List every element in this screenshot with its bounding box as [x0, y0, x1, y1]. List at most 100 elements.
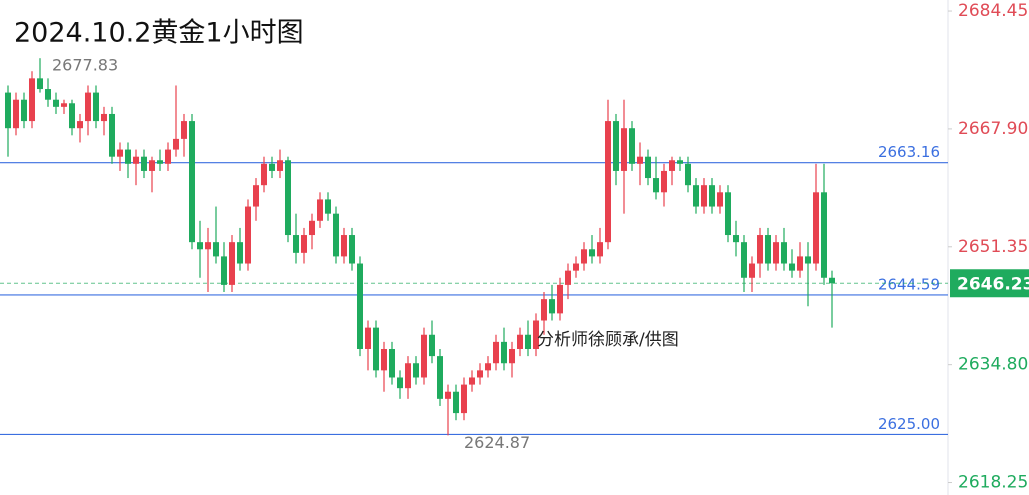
- candle-body: [157, 160, 163, 164]
- candle-body: [21, 99, 27, 122]
- candle-body: [45, 89, 51, 100]
- candle-body: [237, 242, 243, 264]
- candle-body: [173, 138, 179, 150]
- candle-body: [125, 149, 131, 164]
- candle-body: [541, 299, 547, 321]
- candle-body: [253, 185, 259, 207]
- candle-body: [285, 160, 291, 236]
- candle-body: [637, 156, 643, 164]
- candle-body: [277, 160, 283, 171]
- candle-body: [365, 327, 371, 349]
- candle-body: [101, 113, 107, 122]
- candle-body: [797, 256, 803, 271]
- candle-body: [525, 334, 531, 349]
- candle-body: [733, 235, 739, 243]
- y-tick-label: 2634.80: [958, 355, 1028, 375]
- candle-body: [413, 363, 419, 378]
- candle-body: [485, 363, 491, 371]
- candle-body: [325, 199, 331, 214]
- level-label: 2663.16: [878, 143, 940, 161]
- candle-body: [661, 170, 667, 193]
- candle-body: [349, 235, 355, 264]
- candle-body: [717, 192, 723, 207]
- candle-body: [53, 99, 59, 107]
- candle-body: [477, 370, 483, 378]
- candle-body: [269, 163, 275, 171]
- candle-body: [573, 263, 579, 271]
- candle-body: [453, 391, 459, 414]
- candle-body: [789, 263, 795, 271]
- y-tick-label: 2618.25: [958, 473, 1028, 493]
- candle-body: [461, 384, 467, 414]
- candle-body: [557, 284, 563, 314]
- candle-body: [333, 213, 339, 257]
- candle-body: [685, 163, 691, 186]
- candle-body: [165, 149, 171, 164]
- candle-body: [61, 103, 67, 107]
- candle-body: [757, 235, 763, 264]
- candle-body: [69, 103, 75, 129]
- candle-body: [133, 156, 139, 164]
- candle-body: [293, 235, 299, 253]
- y-tick-label: 2667.90: [958, 119, 1028, 139]
- candle-body: [581, 249, 587, 264]
- level-label: 2625.00: [878, 415, 940, 433]
- candle-body: [301, 235, 307, 253]
- candle-body: [645, 156, 651, 179]
- candle-body: [605, 121, 611, 243]
- candle-body: [693, 185, 699, 207]
- candle-body: [37, 78, 43, 90]
- candle-body: [773, 242, 779, 264]
- candle-body: [405, 363, 411, 389]
- candle-body: [429, 334, 435, 357]
- candle-body: [677, 160, 683, 164]
- candle-body: [181, 121, 187, 139]
- candle-body: [493, 341, 499, 364]
- candle-body: [229, 242, 235, 285]
- current-price-label: 2646.23: [957, 274, 1029, 294]
- candle-body: [205, 242, 211, 250]
- candle-body: [85, 92, 91, 122]
- candle-body: [749, 263, 755, 278]
- candle-body: [469, 377, 475, 385]
- candle-body: [29, 78, 35, 122]
- candle-body: [805, 256, 811, 264]
- candle-body: [709, 185, 715, 207]
- candle-body: [781, 242, 787, 264]
- chart-title: 2024.10.2黄金1小时图: [14, 18, 304, 49]
- candle-body: [741, 242, 747, 278]
- low-label: 2624.87: [464, 433, 530, 452]
- candle-body: [309, 220, 315, 236]
- candle-body: [509, 348, 515, 364]
- candle-body: [5, 92, 11, 129]
- candle-body: [829, 277, 835, 284]
- candle-body: [397, 377, 403, 389]
- candle-body: [565, 270, 571, 285]
- candle-body: [589, 249, 595, 257]
- candle-body: [213, 242, 219, 257]
- candle-body: [613, 121, 619, 171]
- candle-body: [765, 235, 771, 264]
- candle-body: [189, 121, 195, 243]
- candle-body: [421, 334, 427, 378]
- candle-body: [141, 156, 147, 171]
- candle-body: [821, 192, 827, 278]
- candle-body: [13, 99, 19, 129]
- high-label: 2677.83: [52, 56, 118, 75]
- candle-body: [77, 121, 83, 129]
- candle-body: [653, 178, 659, 193]
- level-label: 2644.59: [878, 275, 940, 293]
- candle-body: [373, 327, 379, 371]
- candle-body: [621, 128, 627, 171]
- candle-body: [629, 128, 635, 164]
- candle-body: [357, 263, 363, 349]
- candle-body: [445, 391, 451, 399]
- candle-body: [261, 163, 267, 186]
- candle-body: [341, 235, 347, 257]
- candle-body: [533, 320, 539, 349]
- candle-body: [149, 160, 155, 171]
- candle-body: [725, 192, 731, 236]
- candle-body: [501, 341, 507, 364]
- candle-body: [813, 192, 819, 264]
